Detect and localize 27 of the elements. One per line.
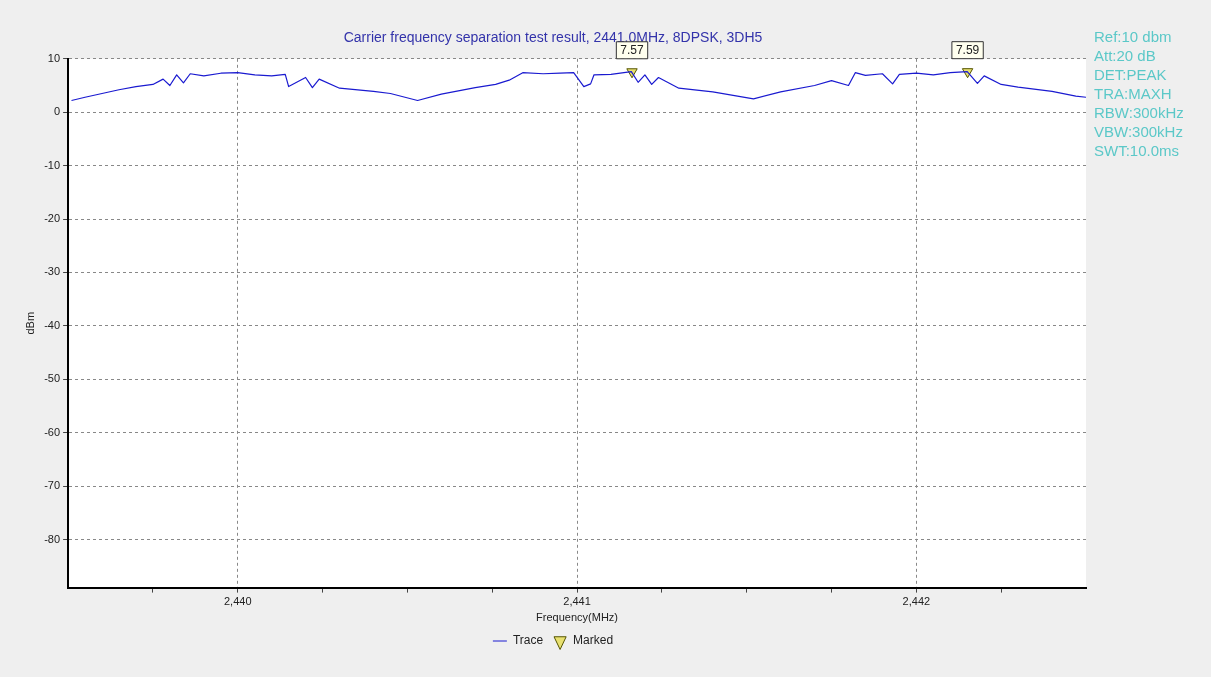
x-tick-label: 2,441 [563, 595, 591, 608]
y-axis-title: dBm [23, 311, 36, 335]
data-label: 7.57 [620, 43, 645, 58]
x-tick-label: 2,442 [902, 595, 931, 608]
y-tick-label: -40 [44, 318, 61, 331]
text: RBW:300kHz [1094, 104, 1184, 122]
data-label: 7.59 [955, 42, 980, 57]
y-tick-label: -50 [44, 372, 61, 385]
text: TRA:MAXH [1094, 85, 1172, 103]
x-axis-title: Frequency(MHz) [536, 611, 618, 624]
chart-title: Carrier frequency separation test result, 2441.0MHz, 8DPSK, 3DH5 [343, 29, 763, 46]
text: SWT:10.0ms [1094, 142, 1180, 160]
text: Ref:10 dbm [1094, 28, 1172, 46]
text: DET:PEAK [1094, 66, 1167, 84]
legend-label: Marked [573, 633, 614, 648]
text: VBW:300kHz [1094, 123, 1183, 141]
x-tick-label: 2,440 [223, 595, 252, 608]
y-tick-label: -20 [44, 212, 61, 225]
y-tick-label: 0 [53, 105, 61, 118]
y-tick-label: -10 [44, 158, 61, 171]
y-tick-label: -80 [44, 532, 61, 545]
y-tick-label: -30 [44, 265, 61, 278]
y-tick-label: -70 [44, 479, 61, 492]
y-tick-label: -60 [44, 425, 61, 438]
text: Att:20 dB [1094, 47, 1156, 65]
legend-label: Trace [512, 633, 544, 648]
y-tick-label: 10 [47, 51, 61, 64]
